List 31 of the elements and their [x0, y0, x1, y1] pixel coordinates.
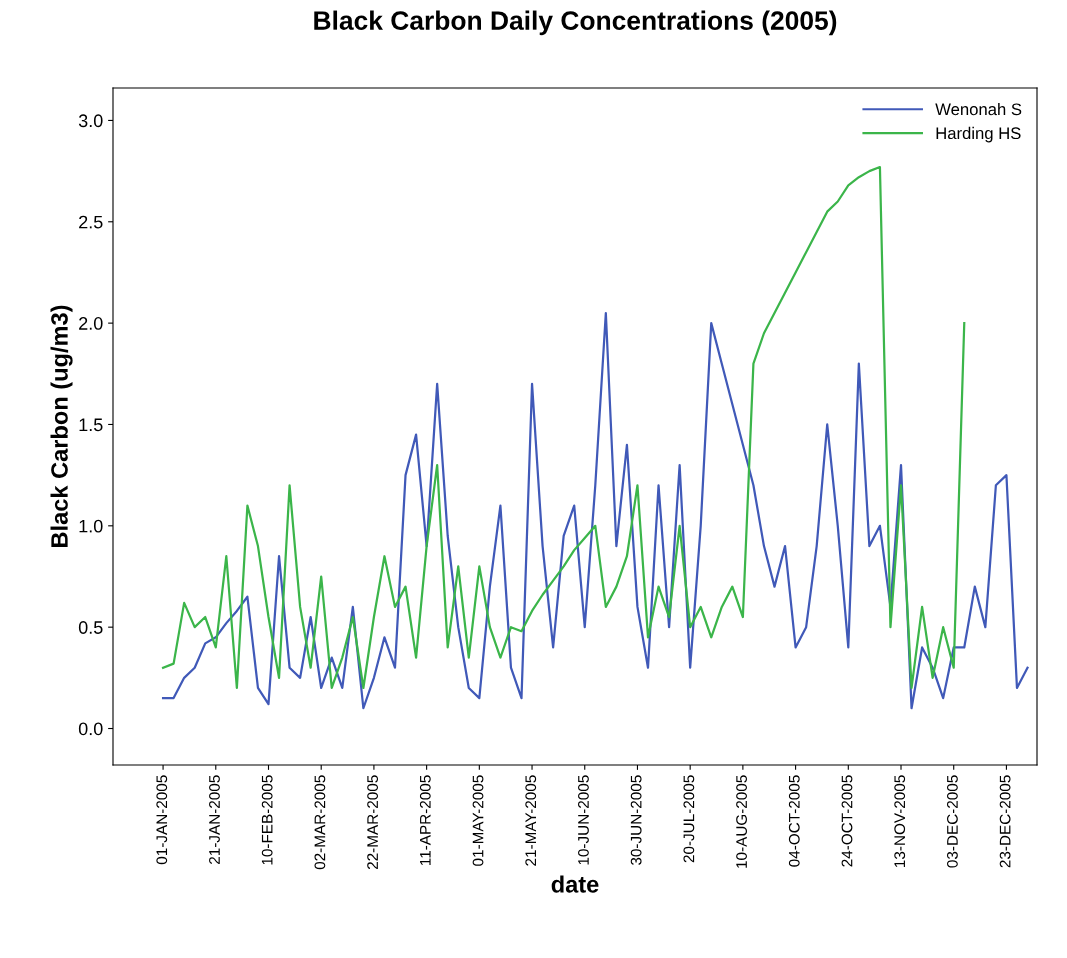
y-tick-label: 1.0 — [79, 519, 103, 533]
x-tick-label: 21-MAY-2005 — [525, 775, 537, 866]
line-series — [161, 165, 966, 690]
x-tick-label: 03-DEC-2005 — [947, 775, 958, 868]
x-tick-label: 01-JAN-2005 — [156, 775, 168, 865]
x-tick-label: 10-JUN-2005 — [578, 775, 589, 865]
y-tick-label: 1.5 — [79, 418, 103, 432]
y-axis-title: Black Carbon (ug/m3) — [50, 305, 73, 547]
x-tick-label: 24-OCT-2005 — [841, 775, 853, 867]
x-tick-label: 10-AUG-2005 — [736, 775, 747, 868]
x-tick-label: 04-OCT-2005 — [788, 775, 800, 867]
legend-label: Harding HS — [936, 126, 1021, 143]
y-tick-label: 2.0 — [79, 317, 103, 330]
y-tick-label: 0.0 — [78, 722, 103, 736]
x-tick-label: 22-MAR-2005 — [367, 775, 379, 870]
chart-title: Black Carbon Daily Concentrations (2005) — [314, 10, 837, 36]
line-series — [161, 311, 1029, 710]
x-axis-title: date — [551, 875, 599, 893]
x-tick-label: 02-MAR-2005 — [314, 775, 326, 870]
x-tick-label: 10-FEB-2005 — [261, 775, 273, 865]
y-tick-label: 0.5 — [78, 621, 103, 634]
x-tick-label: 23-DEC-2005 — [999, 775, 1011, 868]
y-tick-label: 3.0 — [78, 114, 103, 128]
x-tick-label: 13-NOV-2005 — [894, 775, 906, 867]
x-tick-label: 20-JUL-2005 — [683, 775, 695, 863]
x-tick-label: 21-JAN-2005 — [209, 775, 220, 864]
legend-label: Wenonah S — [935, 103, 1022, 116]
x-tick-label: 01-MAY-2005 — [472, 775, 484, 866]
x-tick-label: 30-JUN-2005 — [630, 775, 642, 865]
y-tick-label: 2.5 — [79, 215, 103, 229]
x-tick-label: 11-APR-2005 — [419, 775, 431, 865]
